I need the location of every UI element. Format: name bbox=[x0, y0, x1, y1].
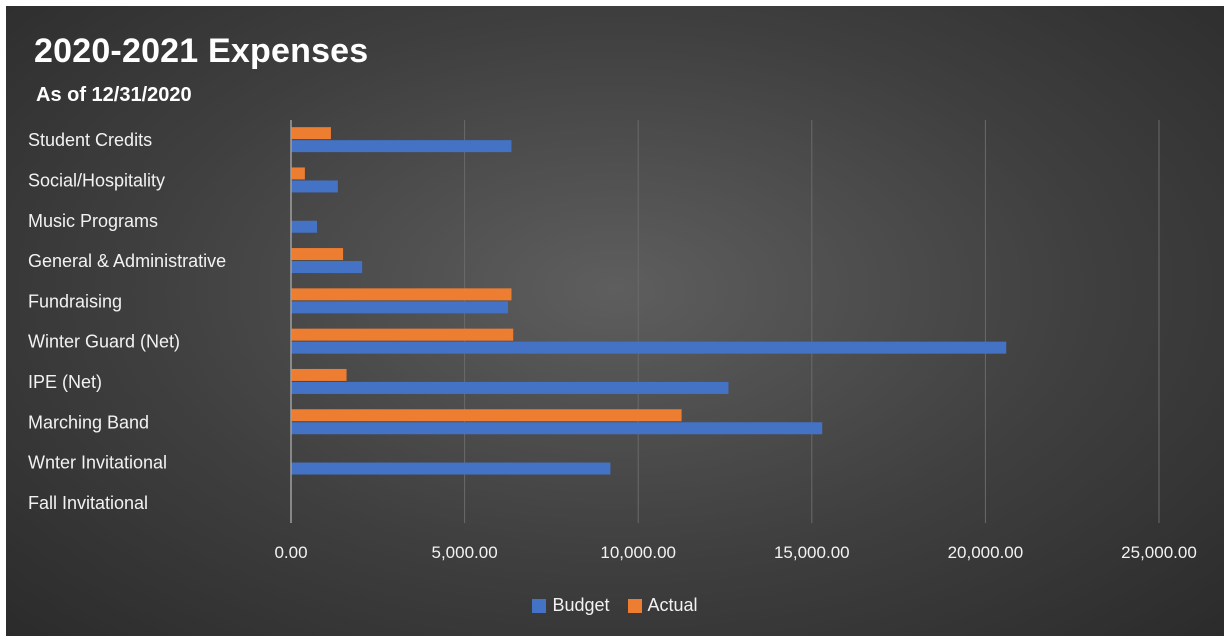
bar-budget bbox=[291, 422, 823, 435]
category-label: Music Programs bbox=[28, 211, 158, 231]
bar-chart-plot: Student Credits Social/Hospitality Music P… bbox=[28, 120, 1197, 562]
x-tick-label: 10,000.00 bbox=[600, 543, 676, 562]
x-tick-label: 20,000.00 bbox=[948, 543, 1024, 562]
category-label: Fundraising bbox=[28, 291, 122, 311]
chart-title: 2020-2021 Expenses bbox=[34, 32, 369, 70]
legend-label: Actual bbox=[647, 595, 698, 615]
bar-actual bbox=[291, 167, 305, 180]
bar-budget bbox=[291, 462, 611, 475]
bar-budget bbox=[291, 301, 508, 314]
legend-swatch bbox=[627, 598, 642, 613]
legend-label: Budget bbox=[552, 595, 610, 615]
legend-item-actual: Actual bbox=[627, 595, 698, 616]
bar-actual bbox=[291, 368, 347, 381]
bar-budget bbox=[291, 261, 363, 274]
bar-actual bbox=[291, 248, 344, 261]
x-tick-label: 0.00 bbox=[274, 543, 307, 562]
bar-actual bbox=[291, 127, 331, 140]
chart-frame: 2020-2021 Expenses As of 12/31/2020 Stud… bbox=[6, 6, 1224, 636]
category-label: IPE (Net) bbox=[28, 372, 102, 392]
category-label: Wnter Invitational bbox=[28, 453, 167, 473]
chart-subtitle: As of 12/31/2020 bbox=[36, 84, 192, 106]
bar-budget bbox=[291, 220, 318, 233]
category-label: Social/Hospitality bbox=[28, 170, 165, 190]
bar-actual bbox=[291, 328, 514, 341]
x-tick-label: 5,000.00 bbox=[432, 543, 498, 562]
bar-budget bbox=[291, 140, 512, 153]
x-tick-label: 15,000.00 bbox=[774, 543, 850, 562]
bar-budget bbox=[291, 381, 729, 394]
bar-actual bbox=[291, 288, 512, 301]
bar-budget bbox=[291, 180, 338, 193]
category-label: Marching Band bbox=[28, 412, 149, 432]
x-tick-label: 25,000.00 bbox=[1121, 543, 1197, 562]
chart-legend: Budget Actual bbox=[6, 595, 1224, 616]
legend-swatch bbox=[532, 598, 547, 613]
category-label: Winter Guard (Net) bbox=[28, 332, 180, 352]
category-label: Student Credits bbox=[28, 130, 152, 150]
category-label: General & Administrative bbox=[28, 251, 226, 271]
bar-budget bbox=[291, 341, 1007, 354]
bar-actual bbox=[291, 409, 682, 422]
legend-item-budget: Budget bbox=[532, 595, 610, 616]
category-label: Fall Invitational bbox=[28, 493, 148, 513]
